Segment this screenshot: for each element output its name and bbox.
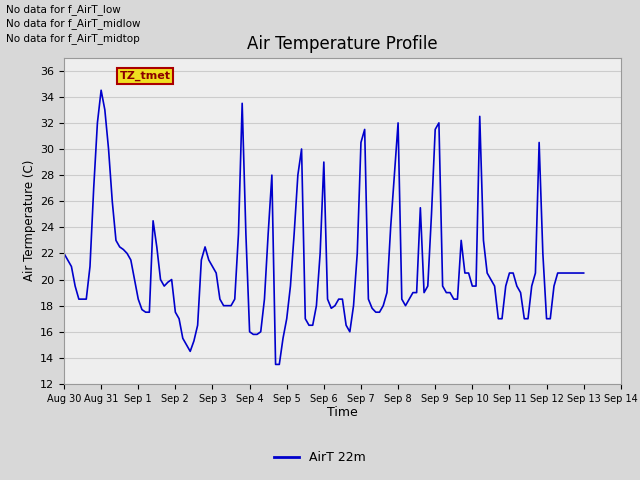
Title: Air Temperature Profile: Air Temperature Profile bbox=[247, 35, 438, 53]
Legend: AirT 22m: AirT 22m bbox=[269, 446, 371, 469]
Y-axis label: Air Termperature (C): Air Termperature (C) bbox=[23, 160, 36, 281]
Text: No data for f_AirT_low: No data for f_AirT_low bbox=[6, 4, 121, 15]
Text: No data for f_AirT_midlow: No data for f_AirT_midlow bbox=[6, 18, 141, 29]
Text: No data for f_AirT_midtop: No data for f_AirT_midtop bbox=[6, 33, 140, 44]
Text: TZ_tmet: TZ_tmet bbox=[120, 71, 171, 81]
X-axis label: Time: Time bbox=[327, 407, 358, 420]
